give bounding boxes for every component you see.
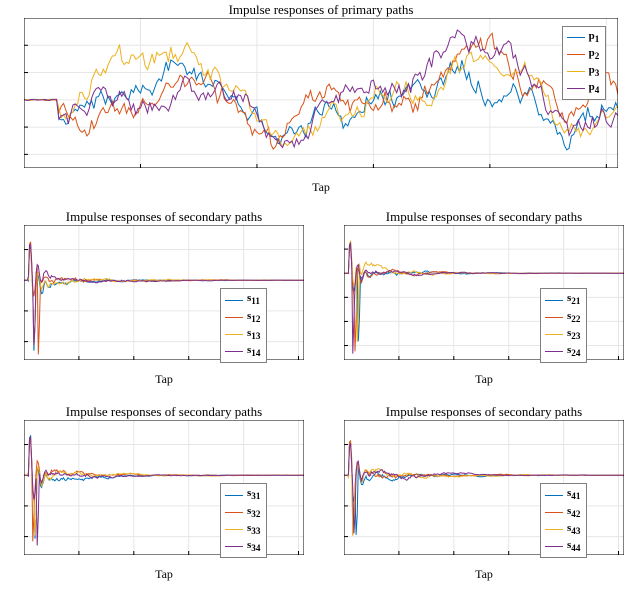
legend-swatch xyxy=(545,351,563,352)
xlabel: Tap xyxy=(24,372,304,387)
legend-swatch xyxy=(567,37,585,38)
legend-item: s32 xyxy=(225,504,260,521)
panel-sec3: Impulse responses of secondary paths-1-0… xyxy=(24,420,304,555)
legend-item: s43 xyxy=(545,521,580,538)
legend-label: s14 xyxy=(247,343,260,360)
legend-item: s44 xyxy=(545,538,580,555)
legend-label: s23 xyxy=(567,326,580,343)
legend: s11s12s13s14 xyxy=(220,288,267,363)
legend-label: s24 xyxy=(567,343,580,360)
legend-item: s23 xyxy=(545,326,580,343)
panel-sec4: Impulse responses of secondary paths-1-0… xyxy=(344,420,624,555)
legend: s41s42s43s44 xyxy=(540,483,587,558)
figure: Impulse responses of primary paths-0.4-0… xyxy=(0,0,640,598)
xlabel: Tap xyxy=(344,567,624,582)
legend-swatch xyxy=(545,317,563,318)
panel-sec1: Impulse responses of secondary paths-1-0… xyxy=(24,225,304,360)
legend-label: s44 xyxy=(567,538,580,555)
legend-label: s12 xyxy=(247,309,260,326)
legend-label: s11 xyxy=(247,291,260,308)
legend-swatch xyxy=(225,495,243,496)
legend-item: p1 xyxy=(567,29,600,46)
legend-swatch xyxy=(567,54,585,55)
legend-label: p3 xyxy=(589,63,600,80)
legend: s21s22s23s24 xyxy=(540,288,587,363)
legend-swatch xyxy=(225,317,243,318)
legend-item: s12 xyxy=(225,309,260,326)
legend-swatch xyxy=(225,300,243,301)
panel-sec2: Impulse responses of secondary paths-1.5… xyxy=(344,225,624,360)
legend-swatch xyxy=(225,512,243,513)
legend-swatch xyxy=(567,71,585,72)
legend-swatch xyxy=(545,512,563,513)
panel-title: Impulse responses of secondary paths xyxy=(344,404,624,420)
legend-item: s31 xyxy=(225,486,260,503)
legend-item: s21 xyxy=(545,291,580,308)
legend-item: p4 xyxy=(567,80,600,97)
legend-label: s32 xyxy=(247,504,260,521)
panel-title: Impulse responses of secondary paths xyxy=(24,209,304,225)
xlabel: Tap xyxy=(24,180,618,195)
legend-swatch xyxy=(225,546,243,547)
legend-item: s22 xyxy=(545,309,580,326)
plot-area: -0.4-0.200.20.40.650100150200250 xyxy=(24,18,618,168)
panel-primary: Impulse responses of primary paths-0.4-0… xyxy=(24,18,618,168)
legend-swatch xyxy=(545,495,563,496)
legend-item: s34 xyxy=(225,538,260,555)
legend-swatch xyxy=(545,334,563,335)
legend-item: s14 xyxy=(225,343,260,360)
legend-swatch xyxy=(567,88,585,89)
legend-label: s33 xyxy=(247,521,260,538)
legend-label: s21 xyxy=(567,291,580,308)
legend-swatch xyxy=(225,529,243,530)
legend-label: s41 xyxy=(567,486,580,503)
legend-swatch xyxy=(545,300,563,301)
legend: p1p2p3p4 xyxy=(562,26,607,101)
panel-title: Impulse responses of primary paths xyxy=(24,2,618,18)
legend-swatch xyxy=(225,351,243,352)
legend-label: s43 xyxy=(567,521,580,538)
legend-label: p1 xyxy=(589,29,600,46)
legend-label: s31 xyxy=(247,486,260,503)
legend-swatch xyxy=(225,334,243,335)
legend: s31s32s33s34 xyxy=(220,483,267,558)
legend-label: p2 xyxy=(589,46,600,63)
legend-item: s42 xyxy=(545,504,580,521)
legend-label: p4 xyxy=(589,80,600,97)
legend-swatch xyxy=(545,546,563,547)
legend-item: s33 xyxy=(225,521,260,538)
legend-item: s13 xyxy=(225,326,260,343)
legend-item: s41 xyxy=(545,486,580,503)
legend-label: s42 xyxy=(567,504,580,521)
legend-label: s22 xyxy=(567,309,580,326)
legend-item: p2 xyxy=(567,46,600,63)
legend-item: s24 xyxy=(545,343,580,360)
xlabel: Tap xyxy=(344,372,624,387)
legend-item: s11 xyxy=(225,291,260,308)
xlabel: Tap xyxy=(24,567,304,582)
legend-label: s34 xyxy=(247,538,260,555)
legend-item: p3 xyxy=(567,63,600,80)
legend-swatch xyxy=(545,529,563,530)
series-line xyxy=(24,33,618,149)
legend-label: s13 xyxy=(247,326,260,343)
panel-title: Impulse responses of secondary paths xyxy=(344,209,624,225)
panel-title: Impulse responses of secondary paths xyxy=(24,404,304,420)
